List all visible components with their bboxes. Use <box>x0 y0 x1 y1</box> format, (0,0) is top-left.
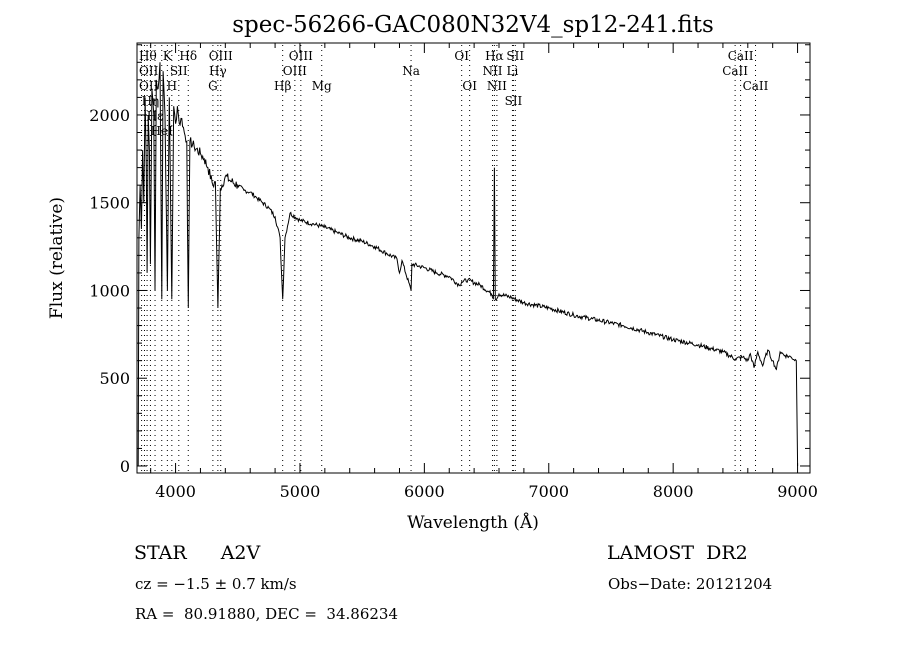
line-marker-label: Hβ <box>274 79 291 93</box>
line-marker-label: G <box>208 79 218 93</box>
line-markers <box>141 45 757 473</box>
x-tick-label: 7000 <box>528 482 569 501</box>
line-marker-label: Hγ <box>209 64 227 78</box>
line-marker-label: Hα <box>485 49 504 63</box>
line-marker-label: NII <box>483 64 503 78</box>
x-tick-label: 4000 <box>155 482 196 501</box>
y-axis-label: Flux (relative) <box>47 197 67 319</box>
subclass-label: A2V <box>220 542 261 564</box>
obs-date-text: Obs−Date: 20121204 <box>608 575 773 593</box>
line-marker-label: HeI <box>151 124 174 138</box>
line-marker-label: NII <box>487 79 507 93</box>
line-marker-label: CaII <box>722 64 748 78</box>
y-tick-label: 500 <box>99 369 130 388</box>
chart-title: spec-56266-GAC080N32V4_sp12-241.fits <box>232 12 714 38</box>
line-marker-label: Na <box>402 64 420 78</box>
coords-text: RA = 80.91880, DEC = 34.86234 <box>135 605 399 623</box>
object-class: STAR A2V <box>134 542 260 564</box>
line-marker-label: Hε <box>147 109 164 123</box>
plot-frame <box>136 42 811 474</box>
redshift-text: cz = −1.5 ± 0.7 km/s <box>135 575 297 593</box>
x-tick-label: 8000 <box>653 482 694 501</box>
line-marker-label: H <box>167 79 177 93</box>
axis-ticks: 4000 5000 6000 7000 8000 9000 0 500 1000 1500 2000 <box>89 43 818 501</box>
line-marker-label: OI <box>454 49 469 63</box>
y-tick-label: 1500 <box>89 194 130 213</box>
y-tick-label: 1000 <box>89 281 130 300</box>
line-marker-label: CaII <box>728 49 754 63</box>
line-marker-label: Hδ <box>179 49 197 63</box>
x-axis-label: Wavelength (Å) <box>407 512 539 533</box>
survey-label: LAMOST DR2 <box>607 542 748 564</box>
spectrum-line <box>137 62 799 467</box>
line-marker-label: SII <box>170 64 188 78</box>
line-marker-label: K <box>163 49 173 63</box>
y-tick-label: 0 <box>120 457 130 476</box>
x-tick-label: 6000 <box>404 482 445 501</box>
line-marker-label: Mg <box>312 79 332 93</box>
line-marker-label: OIII <box>289 49 313 63</box>
x-tick-label: 9000 <box>777 482 818 501</box>
line-marker-label: OIII <box>283 64 307 78</box>
line-marker-label: OI <box>462 79 477 93</box>
line-marker-label: OII <box>139 64 159 78</box>
object-class-label: STAR <box>134 542 187 564</box>
x-tick-label: 5000 <box>280 482 321 501</box>
line-marker-label: SII <box>506 49 524 63</box>
line-marker-label: Li <box>507 64 519 78</box>
line-marker-labels: OIIOIIHθHηHεHeIKHSIIHδGHγOIIIHβOIIIOIIIM… <box>139 49 769 138</box>
line-marker-label: OIII <box>209 49 233 63</box>
line-marker-label: Hη <box>142 94 160 108</box>
line-marker-label: CaII <box>743 79 769 93</box>
y-tick-label: 2000 <box>89 106 130 125</box>
line-marker-label: Hθ <box>139 49 157 63</box>
line-marker-label: OII <box>139 79 159 93</box>
line-marker-label: SII <box>505 94 523 108</box>
